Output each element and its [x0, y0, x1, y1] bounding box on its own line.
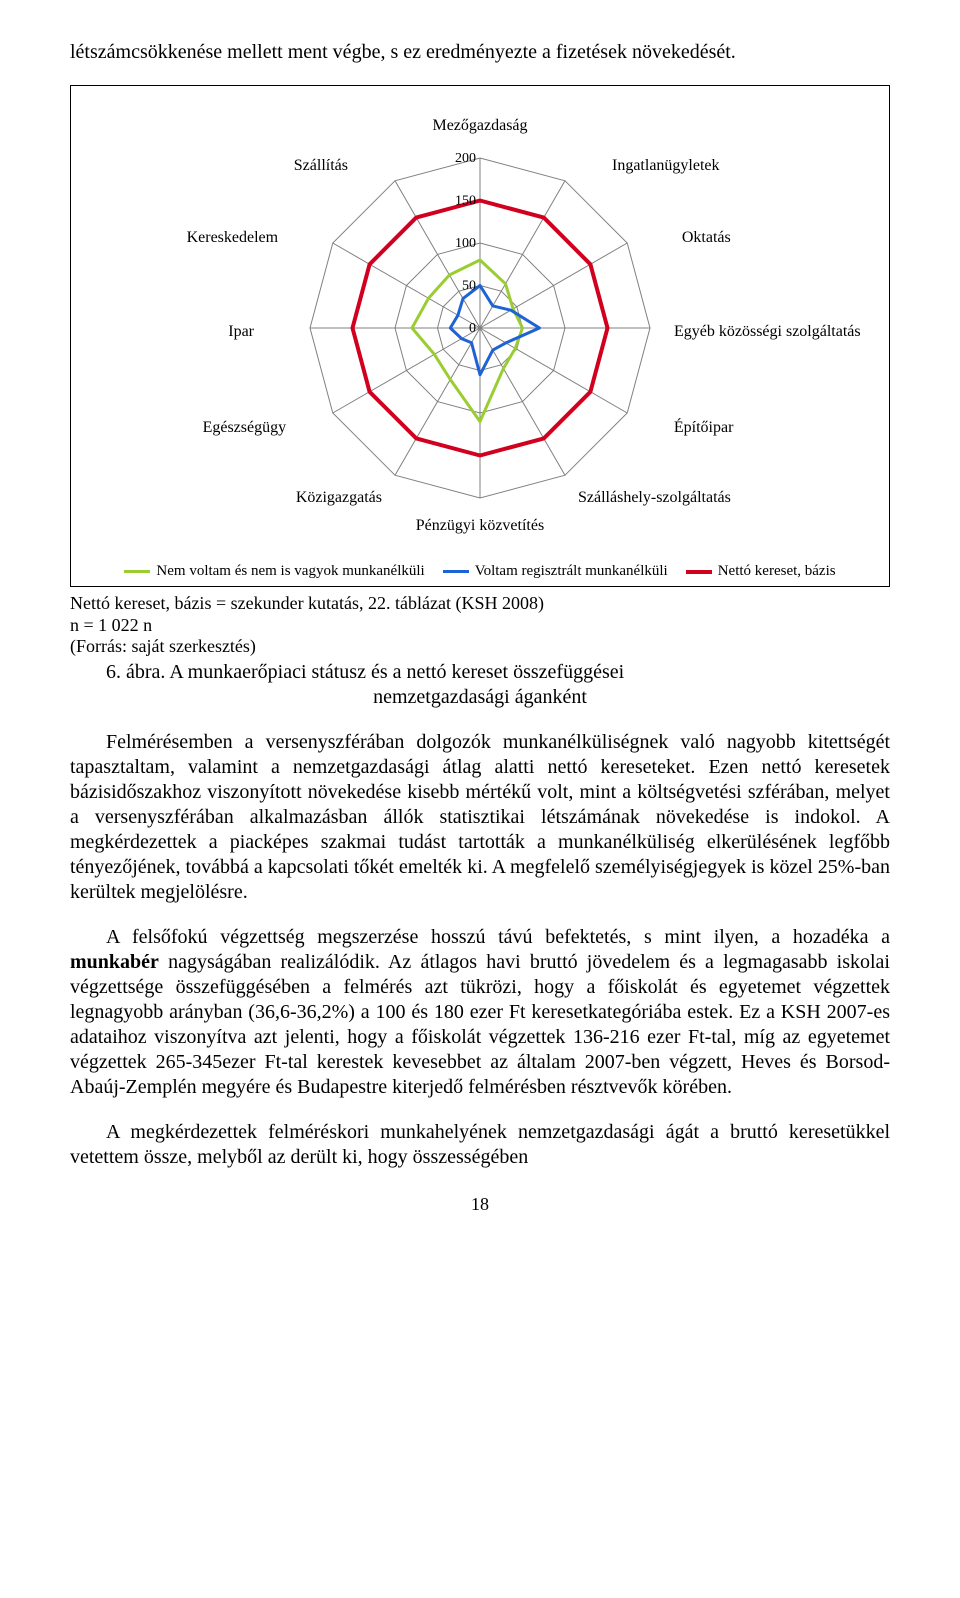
svg-text:Pénzügyi közvetítés: Pénzügyi közvetítés [416, 517, 544, 534]
legend-item: Nettó kereset, bázis [686, 563, 836, 580]
chart-legend: Nem voltam és nem is vagyok munkanélküli… [75, 557, 885, 582]
intro-paragraph: létszámcsökkenése mellett ment végbe, s … [70, 40, 890, 65]
caption-line-3: (Forrás: saját szerkesztés) [70, 636, 890, 658]
svg-text:Egészségügy: Egészségügy [203, 419, 287, 436]
legend-swatch [124, 570, 150, 573]
legend-swatch [443, 570, 469, 573]
figure-title: 6. ábra. A munkaerőpiaci státusz és a ne… [70, 660, 890, 710]
svg-text:50: 50 [462, 279, 476, 294]
svg-text:200: 200 [455, 151, 476, 166]
svg-text:Építőipar: Építőipar [674, 417, 734, 436]
svg-text:Egyéb közösségi szolgáltatás: Egyéb közösségi szolgáltatás [674, 323, 861, 340]
legend-label: Nettó kereset, bázis [718, 563, 836, 580]
svg-text:Közigazgatás: Közigazgatás [296, 489, 382, 506]
svg-text:150: 150 [455, 194, 476, 209]
chart-caption: Nettó kereset, bázis = szekunder kutatás… [70, 593, 890, 658]
para3-part2: nagyságában realizálódik. Az átlagos hav… [70, 951, 890, 1098]
svg-text:Ipar: Ipar [228, 323, 254, 340]
figure-title-line-1: A munkaerőpiaci státusz és a nettó keres… [169, 661, 624, 683]
figure-label: 6. ábra. [106, 661, 165, 683]
svg-text:Oktatás: Oktatás [682, 229, 731, 246]
svg-text:100: 100 [455, 236, 476, 251]
figure-title-line-2: nemzetgazdasági áganként [373, 686, 587, 708]
radar-chart-frame: 0 50 100 150 200 Mezőgazdaság Ingatlanügyletek… [70, 85, 890, 587]
paragraph-3: A felsőfokú végzettség megszerzése hossz… [70, 925, 890, 1100]
paragraph-4: A megkérdezettek felméréskori munkahelyé… [70, 1120, 890, 1170]
paragraph-2: Felmérésemben a versenyszférában dolgozó… [70, 730, 890, 905]
legend-item: Nem voltam és nem is vagyok munkanélküli [124, 563, 424, 580]
legend-label: Nem voltam és nem is vagyok munkanélküli [156, 563, 424, 580]
legend-swatch [686, 570, 712, 574]
svg-text:Kereskedelem: Kereskedelem [187, 229, 279, 246]
para3-bold: munkabér [70, 951, 159, 973]
legend-item: Voltam regisztrált munkanélküli [443, 563, 668, 580]
svg-text:Szálláshely-szolgáltatás: Szálláshely-szolgáltatás [578, 489, 731, 506]
svg-text:0: 0 [469, 321, 476, 336]
caption-line-1: Nettó kereset, bázis = szekunder kutatás… [70, 593, 890, 615]
caption-line-2: n = 1 022 n [70, 615, 890, 637]
svg-text:Szállítás: Szállítás [294, 157, 348, 174]
page-number: 18 [70, 1194, 890, 1215]
legend-label: Voltam regisztrált munkanélküli [475, 563, 668, 580]
svg-text:Mezőgazdaság: Mezőgazdaság [432, 117, 527, 134]
svg-text:Ingatlanügyletek: Ingatlanügyletek [612, 157, 720, 174]
para3-part1: A felsőfokú végzettség megszerzése hossz… [106, 926, 890, 948]
radar-chart: 0 50 100 150 200 Mezőgazdaság Ingatlanügyletek… [75, 92, 885, 552]
